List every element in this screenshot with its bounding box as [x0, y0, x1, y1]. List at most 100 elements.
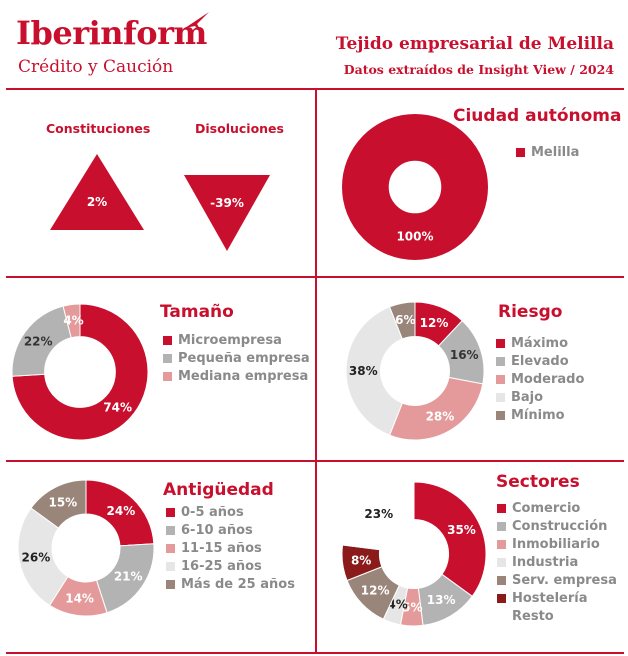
antiguedad-label-0: 24% [107, 504, 136, 518]
antiguedad-legend-label: Más de 25 años [181, 576, 295, 592]
sectores-legend-item: Inmobiliario [497, 535, 617, 553]
antiguedad-legend-item: 16-25 años [166, 557, 295, 575]
sectores-legend-item: Comercio [497, 499, 617, 517]
sectores-legend-label: Comercio [512, 500, 581, 516]
riesgo-legend-item: Bajo [496, 388, 584, 406]
riesgo-slice-m-nimo [388, 301, 416, 340]
sectores-label-1: 13% [427, 593, 456, 607]
sectores-legend-item: Industria [497, 553, 617, 571]
sectores-legend-item: Construcción [497, 517, 617, 535]
antiguedad-legend-swatch [166, 579, 175, 589]
sectores-legend-label: Resto [512, 608, 554, 624]
ciudad-label-0: 100% [396, 230, 433, 244]
ciudad-donut: 100% [342, 114, 488, 260]
tamano-legend-swatch [163, 353, 172, 363]
sectores-slice-resto [342, 481, 415, 551]
antiguedad-legend-item: 6-10 años [166, 521, 295, 539]
riesgo-title: Riesgo [498, 302, 563, 322]
antiguedad-slice-m-s-de-25-a-os [30, 479, 87, 529]
tamano-label-1: 22% [24, 335, 53, 349]
disoluciones-indicator: -39% [184, 175, 270, 251]
sectores-legend-swatch [497, 593, 506, 603]
page-subtitle: Datos extraídos de Insight View / 2024 [343, 62, 614, 77]
riesgo-legend-item: Máximo [496, 334, 584, 352]
antiguedad-legend-label: 11-15 años [181, 540, 262, 556]
riesgo-slice-bajo [345, 306, 403, 436]
riesgo-label-1: 16% [450, 348, 479, 362]
tamano-legend: Microempresa Pequeña empresa Mediana empre… [163, 331, 310, 385]
antiguedad-legend-swatch [166, 543, 175, 553]
antiguedad-legend-swatch [166, 525, 175, 535]
constituciones-indicator: 2% [50, 154, 144, 230]
riesgo-legend-swatch [496, 410, 505, 420]
sectores-legend-item: Serv. empresa [497, 571, 617, 589]
tamano-legend-swatch [163, 335, 172, 345]
antiguedad-legend-label: 0-5 años [181, 504, 244, 520]
antiguedad-label-3: 26% [22, 551, 51, 565]
tamano-legend-label: Pequeña empresa [178, 350, 310, 366]
antiguedad-label-1: 21% [114, 570, 143, 584]
divider-bottom [6, 652, 624, 654]
antiguedad-legend-item: 11-15 años [166, 539, 295, 557]
sectores-legend-swatch [497, 539, 506, 549]
tamano-label-2: 4% [63, 314, 83, 328]
antiguedad-donut: 24% 21% 14% 26% 15% [17, 479, 155, 617]
sectores-legend-label: Industria [512, 554, 579, 570]
sectores-legend-label: Construcción [512, 518, 608, 534]
tamano-legend-item: Mediana empresa [163, 367, 310, 385]
sectores-legend-swatch [497, 503, 506, 513]
antiguedad-legend-label: 16-25 años [181, 558, 262, 574]
sectores-legend-label: Serv. empresa [512, 572, 617, 588]
riesgo-legend-item: Moderado [496, 370, 584, 388]
antiguedad-label-2: 14% [65, 592, 94, 606]
sectores-legend-item: Hostelería [497, 589, 617, 607]
riesgo-legend-item: Elevado [496, 352, 584, 370]
antiguedad-legend: 0-5 años 6-10 años 11-15 años 16-25 años Más… [166, 503, 295, 593]
ciudad-title: Ciudad autónoma [453, 106, 622, 126]
antiguedad-legend-item: 0-5 años [166, 503, 295, 521]
riesgo-label-2: 28% [426, 409, 455, 423]
sectores-legend-label: Hostelería [512, 590, 588, 606]
ciudad-legend: Melilla [516, 143, 579, 161]
sectores-label-0: 35% [447, 523, 476, 537]
sectores-label-5: 8% [351, 554, 371, 568]
tamano-legend-item: Pequeña empresa [163, 349, 310, 367]
riesgo-legend-label: Moderado [511, 371, 585, 387]
sectores-donut: 35% 13% 5%4%12% 8% 23% [341, 481, 487, 627]
antiguedad-title: Antigüedad [163, 480, 274, 500]
up-triangle-icon [50, 154, 144, 230]
sectores-legend-label: Inmobiliario [512, 536, 600, 552]
antiguedad-legend-swatch [166, 507, 175, 517]
riesgo-legend-label: Bajo [511, 389, 544, 405]
antiguedad-legend-swatch [166, 561, 175, 571]
ciudad-legend-item: Melilla [516, 143, 579, 161]
constituciones-label: Constituciones [46, 121, 151, 136]
sectores-legend-swatch [497, 521, 506, 531]
sectores-label-2: 5% [402, 600, 422, 614]
tamano-legend-swatch [163, 371, 172, 381]
sectores-label-6: 23% [364, 507, 393, 521]
riesgo-legend-swatch [496, 338, 505, 348]
sectores-label-4: 12% [361, 583, 390, 597]
riesgo-legend: Máximo Elevado Moderado Bajo Mínimo [496, 334, 584, 424]
riesgo-legend-item: Mínimo [496, 406, 584, 424]
sectores-label-3: 4% [387, 598, 407, 612]
riesgo-label-4: 6% [395, 313, 415, 327]
antiguedad-label-4: 15% [48, 496, 77, 510]
antiguedad-legend-item: Más de 25 años [166, 575, 295, 593]
riesgo-legend-label: Máximo [511, 335, 569, 351]
sectores-legend-swatch [497, 575, 506, 585]
riesgo-donut: 12% 16% 28% 38% 6% [345, 301, 485, 441]
tamano-donut: 74% 22% 4% [11, 303, 149, 441]
riesgo-legend-swatch [496, 374, 505, 384]
riesgo-legend-swatch [496, 392, 505, 402]
divider-vertical [315, 89, 317, 653]
tamano-title: Tamaño [160, 302, 234, 322]
tamano-legend-label: Microempresa [178, 332, 282, 348]
tamano-slice-mediana-empresa [62, 303, 81, 339]
down-triangle-icon [184, 175, 270, 251]
tamano-slice-microempresa [11, 303, 149, 441]
tamano-legend-item: Microempresa [163, 331, 310, 349]
sectores-legend-swatch [497, 611, 506, 621]
riesgo-slice-moderado [388, 376, 484, 441]
